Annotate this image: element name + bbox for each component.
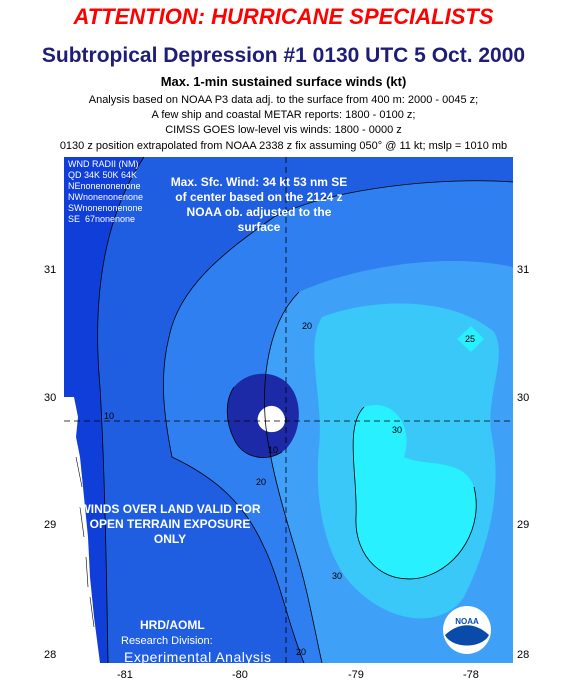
contour-label: 30 bbox=[332, 571, 342, 581]
contour-label: 30 bbox=[392, 425, 402, 435]
lon-tick-label: -80 bbox=[232, 669, 248, 681]
max-wind-note: Max. Sfc. Wind: 34 kt 53 nm SE of center… bbox=[170, 175, 348, 234]
wind-band-30-plus bbox=[353, 405, 477, 579]
wind-radii-title: WND RADII (NM) bbox=[68, 159, 139, 169]
lat-tick-label-right: 29 bbox=[517, 519, 530, 531]
analysis-note-4: 0130 z position extrapolated from NOAA 2… bbox=[59, 140, 508, 152]
lat-tick-label-right: 28 bbox=[517, 649, 530, 661]
wind-analysis-map: 10 10 20 20 20 30 30 25 NOAA WND RADII (… bbox=[64, 157, 513, 663]
contour-10 bbox=[97, 157, 145, 663]
contour-20-west bbox=[163, 216, 305, 663]
map-subtitle: Max. 1-min sustained surface winds (kt) bbox=[160, 74, 407, 89]
storm-title: Subtropical Depression #1 0130 UTC 5 Oct… bbox=[41, 44, 526, 67]
lon-tick-label: -81 bbox=[117, 669, 133, 681]
wind-radii-table: WND RADII (NM) QD 34K 50K 64K NEnonenone… bbox=[68, 159, 143, 225]
contour-label: 20 bbox=[296, 647, 306, 657]
coastline-land bbox=[64, 397, 100, 663]
coast-detail bbox=[75, 456, 95, 628]
noaa-logo-text: NOAA bbox=[455, 617, 479, 626]
contour-label: 20 bbox=[256, 477, 266, 487]
lat-tick-label-right: 30 bbox=[517, 392, 530, 404]
analysis-note-3: CIMSS GOES low-level vis winds: 1800 - 0… bbox=[165, 124, 402, 136]
contour-10-core bbox=[226, 386, 283, 458]
lat-tick-label-left: 29 bbox=[44, 519, 57, 531]
noaa-logo-wave bbox=[445, 625, 489, 646]
attention-heading: ATTENTION: HURRICANE SPECIALISTS bbox=[73, 4, 494, 29]
experimental-analysis-credit: Experimental Analysis bbox=[124, 649, 272, 663]
lat-tick-label-left: 28 bbox=[44, 649, 57, 661]
lat-tick-label-right: 31 bbox=[517, 264, 530, 276]
land-validity-note: WINDS OVER LAND VALID FOR OPEN TERRAIN E… bbox=[79, 502, 261, 546]
wind-contour-field: 10 10 20 20 20 30 30 25 NOAA bbox=[64, 157, 513, 663]
lat-tick-label-left: 31 bbox=[44, 264, 57, 276]
contour-30 bbox=[352, 406, 477, 580]
research-division-credit: Research Division: bbox=[121, 635, 213, 647]
analysis-note-2: A few ship and coastal METAR reports: 18… bbox=[151, 109, 416, 121]
analysis-note-1: Analysis based on NOAA P3 data adj. to t… bbox=[88, 94, 479, 106]
contour-label: 20 bbox=[302, 321, 312, 331]
contour-25-west bbox=[264, 291, 323, 663]
wind-radii-rows: QD 34K 50K 64K NEnonenonenone NWnonenone… bbox=[68, 170, 144, 224]
wind-spot-25 bbox=[457, 326, 484, 352]
contour-label: 25 bbox=[465, 334, 475, 344]
hrd-credit: HRD/AOML bbox=[140, 618, 205, 632]
lon-tick-label: -78 bbox=[463, 669, 479, 681]
lon-tick-label: -79 bbox=[348, 669, 364, 681]
contour-label: 10 bbox=[104, 411, 114, 421]
contour-20-north bbox=[273, 180, 513, 218]
lat-tick-label-left: 30 bbox=[44, 392, 57, 404]
contour-label: 10 bbox=[268, 445, 278, 455]
